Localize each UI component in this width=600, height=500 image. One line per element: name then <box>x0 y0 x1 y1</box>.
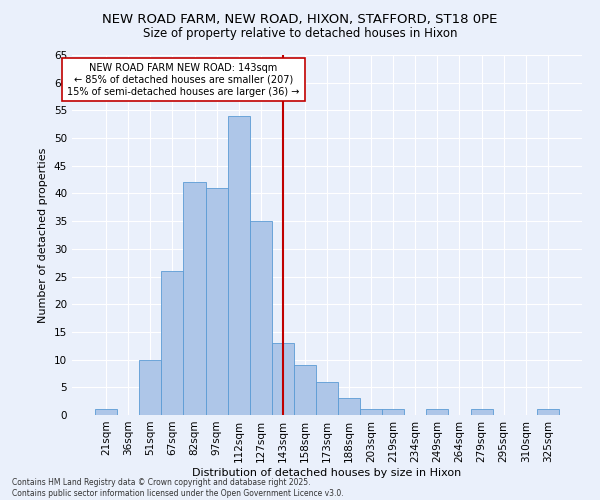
Text: NEW ROAD FARM NEW ROAD: 143sqm
← 85% of detached houses are smaller (207)
15% of: NEW ROAD FARM NEW ROAD: 143sqm ← 85% of … <box>67 64 299 96</box>
Bar <box>250 221 272 415</box>
Bar <box>272 343 294 415</box>
Bar <box>470 410 493 415</box>
Bar <box>360 410 382 415</box>
Bar <box>382 410 404 415</box>
Bar <box>95 410 117 415</box>
X-axis label: Distribution of detached houses by size in Hixon: Distribution of detached houses by size … <box>193 468 461 477</box>
Text: Contains HM Land Registry data © Crown copyright and database right 2025.
Contai: Contains HM Land Registry data © Crown c… <box>12 478 344 498</box>
Y-axis label: Number of detached properties: Number of detached properties <box>38 148 49 322</box>
Bar <box>227 116 250 415</box>
Bar <box>537 410 559 415</box>
Text: NEW ROAD FARM, NEW ROAD, HIXON, STAFFORD, ST18 0PE: NEW ROAD FARM, NEW ROAD, HIXON, STAFFORD… <box>103 12 497 26</box>
Bar <box>316 382 338 415</box>
Bar <box>427 410 448 415</box>
Bar <box>161 271 184 415</box>
Bar <box>184 182 206 415</box>
Bar <box>206 188 227 415</box>
Bar <box>139 360 161 415</box>
Text: Size of property relative to detached houses in Hixon: Size of property relative to detached ho… <box>143 28 457 40</box>
Bar <box>338 398 360 415</box>
Bar <box>294 365 316 415</box>
